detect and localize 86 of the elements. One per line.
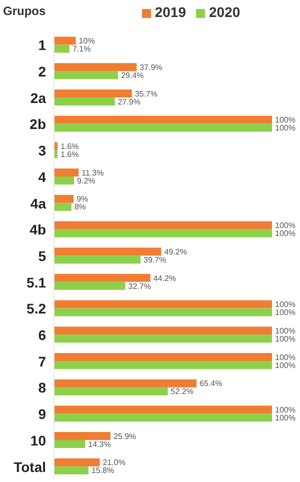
bar — [54, 466, 88, 474]
data-label: 25.9% — [113, 432, 136, 441]
bar — [54, 414, 272, 422]
y-tick-label: 2 — [38, 64, 46, 80]
bar — [54, 256, 141, 264]
data-label: 65.4% — [200, 379, 222, 388]
bar — [54, 97, 115, 106]
y-axis-title: Grupos — [3, 4, 46, 18]
bar — [54, 89, 132, 98]
bar — [54, 44, 70, 53]
data-label: 29.4% — [121, 70, 144, 80]
bar — [54, 308, 272, 316]
y-tick-label: 9 — [38, 406, 46, 422]
bar — [54, 406, 272, 414]
bar — [54, 221, 272, 230]
y-tick-label: 4b — [30, 222, 46, 238]
bar — [54, 194, 74, 203]
data-label: 10% — [78, 36, 95, 46]
data-label: 100% — [275, 334, 296, 344]
bar — [54, 282, 126, 290]
bar — [54, 300, 272, 308]
data-label: 100% — [275, 116, 296, 125]
legend-label: 2020 — [209, 4, 240, 20]
data-label: 37.9% — [140, 62, 162, 72]
y-tick-label: 2a — [30, 90, 46, 106]
y-tick-label: 6 — [38, 327, 46, 344]
bar — [54, 116, 272, 124]
data-label: 1.6% — [60, 142, 79, 151]
y-tick-label: 1 — [38, 37, 46, 54]
y-tick-label: 5 — [38, 248, 46, 264]
bar — [54, 248, 162, 256]
data-label: 100% — [275, 124, 296, 133]
y-tick-label: 8 — [38, 380, 46, 396]
bar — [54, 36, 76, 45]
bar — [54, 202, 72, 211]
data-label: 11.3% — [82, 168, 104, 178]
data-label: 49.2% — [164, 247, 187, 256]
data-label: 15.8% — [91, 466, 114, 476]
y-tick-label: 5.1 — [26, 274, 46, 290]
bar — [54, 360, 272, 369]
data-label: 27.9% — [118, 97, 141, 106]
bar — [54, 440, 86, 448]
y-tick-label: 4 — [38, 168, 46, 185]
data-label: 21.0% — [102, 458, 126, 468]
y-tick-label: 2b — [30, 116, 46, 132]
bar — [54, 168, 79, 177]
bar — [54, 63, 137, 72]
data-label: 100% — [275, 300, 296, 310]
data-label: 100% — [275, 414, 296, 423]
y-tick-label: 5.2 — [26, 300, 46, 317]
y-tick-label: 4a — [30, 195, 46, 212]
bar — [54, 387, 168, 396]
bar — [54, 274, 150, 282]
data-label: 100% — [275, 326, 296, 336]
bar — [54, 124, 272, 132]
y-tick-label: 7 — [38, 353, 46, 370]
data-label: 9.2% — [77, 176, 96, 186]
data-label: 35.7% — [134, 89, 158, 98]
bar — [54, 229, 272, 238]
y-tick-label: 3 — [38, 142, 46, 159]
y-tick-label: 10 — [30, 432, 46, 448]
data-label: 100% — [275, 360, 296, 370]
data-label: 44.2% — [153, 274, 176, 283]
bar — [54, 379, 197, 388]
data-label: 100% — [275, 221, 296, 230]
data-label: 14.3% — [88, 440, 111, 449]
data-label: 52.2% — [170, 387, 194, 396]
bar — [54, 71, 118, 80]
data-label: 1.6% — [60, 150, 79, 159]
data-label: 100% — [275, 308, 296, 318]
data-label: 7.1% — [72, 44, 91, 54]
bar — [54, 334, 272, 343]
bar — [54, 326, 272, 335]
legend-label: 2019 — [154, 4, 186, 20]
data-label: 39.7% — [144, 255, 166, 264]
data-label: 100% — [275, 352, 296, 362]
bar — [54, 352, 272, 361]
bar — [54, 458, 100, 466]
data-label: 100% — [275, 229, 296, 238]
data-label: 100% — [275, 406, 296, 415]
data-label: 8% — [74, 202, 86, 212]
data-label: 9% — [76, 194, 88, 204]
y-tick-label: Total — [14, 458, 46, 475]
bar — [54, 432, 110, 440]
data-label: 32.7% — [128, 282, 151, 291]
bar — [54, 176, 74, 185]
